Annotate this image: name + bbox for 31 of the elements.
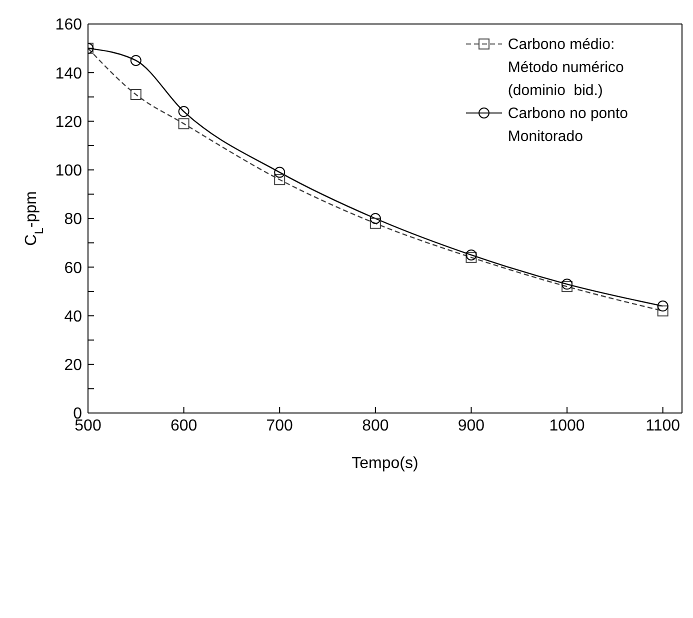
x-tick-label: 800	[362, 417, 389, 434]
x-tick-label: 600	[170, 417, 198, 434]
point	[370, 213, 381, 224]
point	[657, 305, 668, 316]
point	[274, 166, 286, 178]
x-axis-title: Tempo(s)	[352, 455, 418, 472]
legend-label: Carbono médio: Método numérico (dominio bid.)	[508, 35, 624, 101]
point	[466, 252, 477, 263]
point	[562, 278, 573, 290]
y-tick-label: 60	[64, 260, 82, 277]
point	[178, 106, 190, 118]
y-tick-label: 100	[55, 162, 82, 180]
x-tick-label: 1000	[549, 417, 585, 434]
x-tick-label: 1100	[646, 417, 680, 434]
point	[130, 89, 142, 100]
y-tick-label: 160	[55, 16, 82, 34]
y-tick-label: 140	[55, 65, 82, 82]
point	[562, 281, 573, 292]
point	[274, 174, 286, 186]
point	[370, 218, 381, 229]
x-tick-label: 900	[458, 417, 485, 434]
point	[466, 249, 477, 260]
y-tick-label: 120	[55, 114, 82, 131]
y-tick-label: 40	[64, 308, 82, 326]
y-tick-label: 20	[64, 357, 82, 374]
point	[178, 118, 190, 130]
y-tick-label: 80	[64, 211, 82, 228]
point	[130, 54, 142, 66]
x-tick-label: 700	[266, 417, 294, 434]
point	[657, 300, 668, 312]
legend-label: Carbono no ponto Monitorado	[508, 104, 628, 147]
